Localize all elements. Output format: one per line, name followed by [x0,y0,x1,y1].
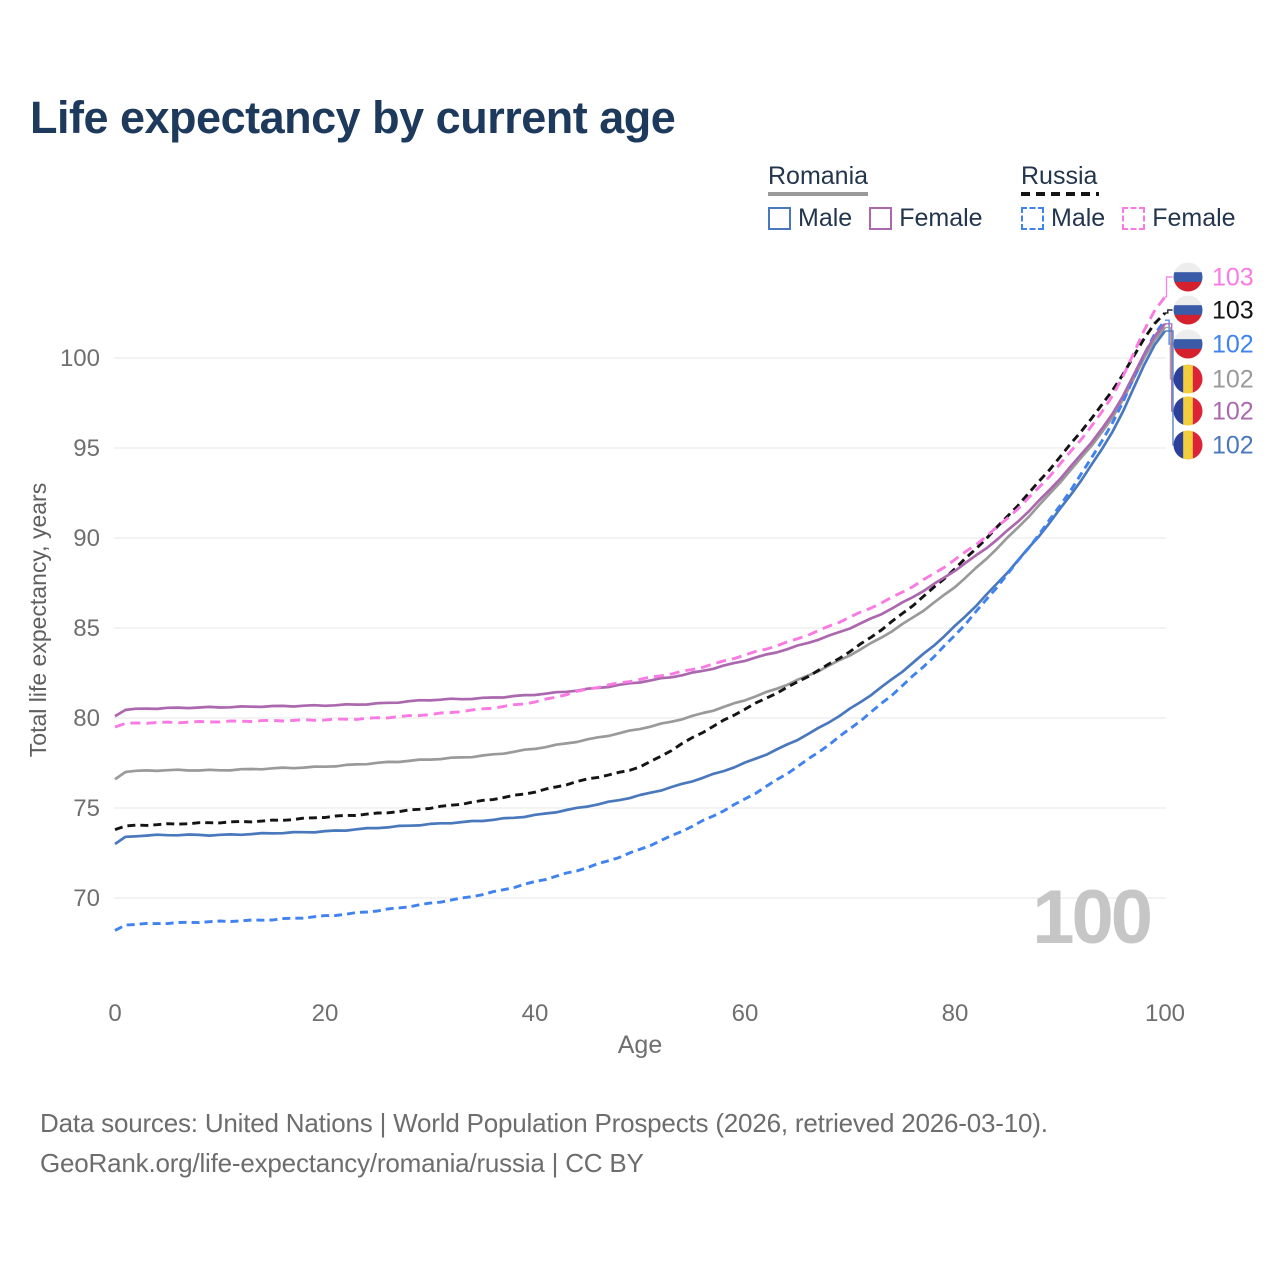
footer: Data sources: United Nations | World Pop… [40,1103,1048,1183]
end-value-label: 102 [1212,331,1254,359]
flag-romania-icon [1173,364,1203,394]
legend-swatch-icon [1122,207,1146,230]
series-line-romania_total [114,326,1167,781]
end-value-label: 102 [1212,398,1254,426]
flag-russia-icon [1173,295,1203,325]
y-tick-label: 80 [73,705,100,732]
legend-item-label: Male [798,204,853,232]
end-value-label: 102 [1212,432,1254,460]
end-label-connector [1165,330,1174,446]
watermark-age-100: 100 [1032,875,1151,960]
x-tick-label: 40 [522,1000,549,1027]
y-tick-label: 95 [73,435,100,462]
end-value-label: 103 [1212,264,1254,292]
legend-group-russia: Russia Male Female [1021,162,1253,233]
legend-country-linestyle-dashed [1021,192,1099,196]
legend-item-russia-female[interactable]: Female [1122,204,1236,233]
x-tick-label: 60 [732,1000,759,1027]
legend-country-label[interactable]: Romania [768,162,869,190]
legend-item-label: Female [899,204,983,232]
chart-title: Life expectancy by current age [30,92,676,143]
end-label-connector [1165,276,1173,298]
y-tick-label: 75 [73,795,100,822]
footer-attribution-link: GeoRank.org/life-expectancy/romania/russ… [40,1148,644,1178]
series-line-russia_male [114,319,1167,932]
legend-item-label: Female [1152,204,1236,232]
series-line-russia_female [114,295,1167,729]
legend-items-row: Male Female [768,204,1000,233]
y-axis-title: Total life expectancy, years [25,483,51,757]
end-value-label: 102 [1212,366,1254,394]
legend-country-linestyle-solid [768,192,868,196]
legend-country-label[interactable]: Russia [1021,162,1098,190]
x-tick-label: 80 [942,1000,969,1027]
legend-swatch-icon [869,207,893,230]
y-tick-label: 70 [73,885,100,912]
y-tick-label: 100 [60,345,100,372]
legend-item-label: Male [1051,204,1106,232]
series-line-romania_female [114,322,1167,718]
legend-item-romania-female[interactable]: Female [869,204,983,233]
legend-swatch-icon [1021,207,1044,230]
legend-items-row: Male Female [1021,204,1253,233]
x-axis-title: Age [618,1031,662,1059]
x-tick-label: 20 [312,1000,339,1027]
flag-russia-icon [1173,262,1203,292]
flag-russia-icon [1173,329,1203,359]
footer-data-sources: Data sources: United Nations | World Pop… [40,1108,1048,1138]
end-label-connector [1165,309,1173,314]
y-tick-label: 90 [73,525,100,552]
x-tick-label: 0 [108,1000,121,1027]
legend-item-romania-male[interactable]: Male [768,204,852,233]
legend-swatch-icon [768,207,791,230]
flag-romania-icon [1173,430,1203,460]
series-line-romania_male [114,330,1167,846]
legend-group-romania: Romania Male Female [768,162,1000,233]
x-tick-label: 100 [1145,1000,1185,1027]
legend-item-russia-male[interactable]: Male [1021,204,1105,233]
end-value-label: 103 [1212,297,1254,325]
y-tick-label: 85 [73,615,100,642]
end-label-connector [1165,323,1173,412]
flag-romania-icon [1173,396,1203,426]
